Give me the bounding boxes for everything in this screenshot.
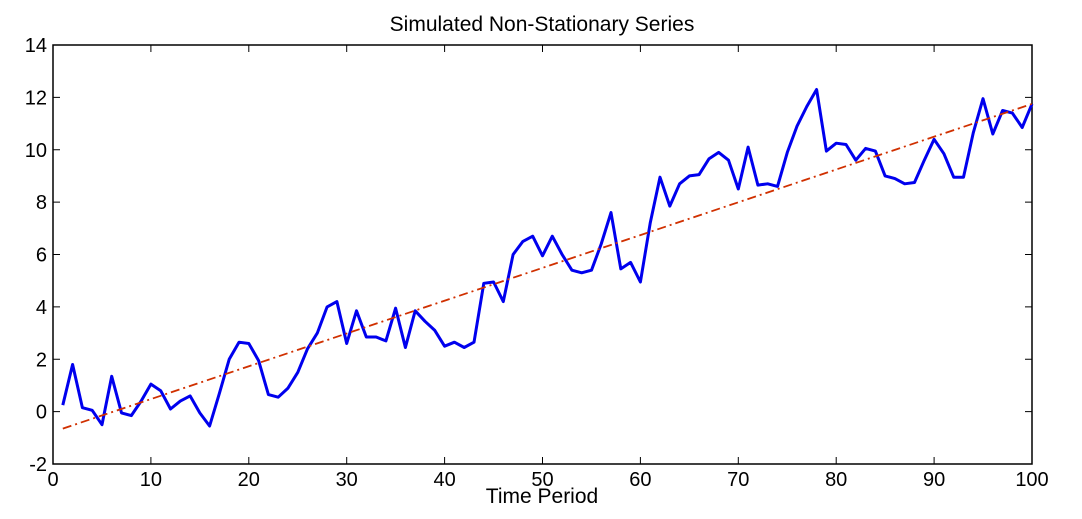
- x-tick-label: 30: [336, 469, 358, 491]
- y-tick-label: 12: [25, 87, 47, 109]
- x-tick-label: 60: [629, 469, 651, 491]
- x-tick-label: 50: [531, 469, 553, 491]
- x-tick-label: 20: [238, 469, 260, 491]
- y-tick-label: 14: [25, 35, 47, 57]
- x-tick-label: 40: [433, 469, 455, 491]
- x-tick-label: 0: [47, 469, 58, 491]
- x-tick-label: 100: [1015, 469, 1048, 491]
- y-tick-label: 2: [36, 349, 47, 371]
- series-line-trend: [62, 103, 1033, 430]
- x-axis-label: Time Period: [486, 485, 598, 508]
- y-tick-label: 4: [36, 297, 47, 319]
- chart-title: Simulated Non-Stationary Series: [390, 13, 695, 36]
- y-tick-label: 0: [36, 402, 47, 424]
- x-tick-label: 90: [923, 469, 945, 491]
- series-layer: [61, 88, 1034, 430]
- x-tick-label: 10: [140, 469, 162, 491]
- y-tick-label: 8: [36, 192, 47, 214]
- series-line-simulated: [61, 88, 1034, 428]
- y-tick-label: -2: [29, 454, 47, 476]
- y-tick-label: 6: [36, 245, 47, 267]
- x-tick-label: 70: [727, 469, 749, 491]
- y-tick-label: 10: [25, 140, 47, 162]
- x-tick-label: 80: [825, 469, 847, 491]
